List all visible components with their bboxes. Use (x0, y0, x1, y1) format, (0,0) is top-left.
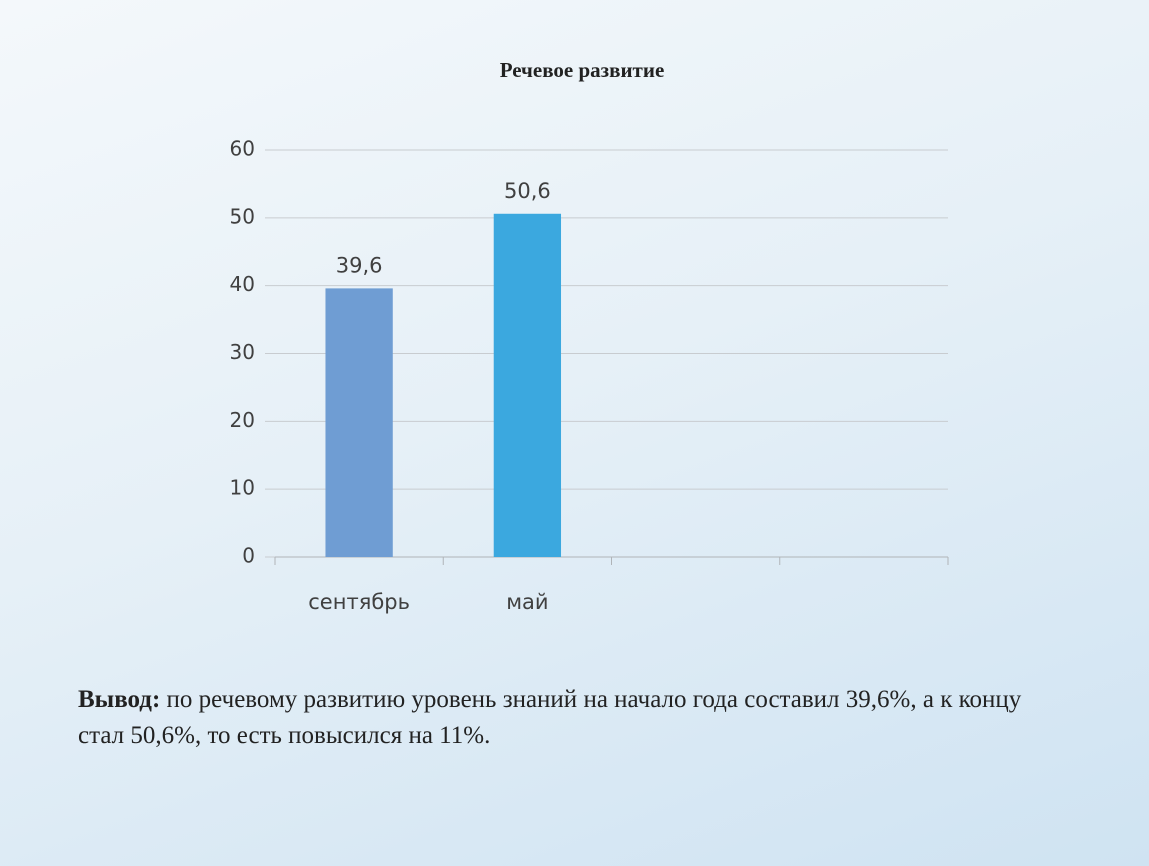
value-label: 39,6 (336, 253, 383, 277)
bar (493, 213, 562, 557)
y-tick-label: 50 (230, 204, 255, 228)
bar (325, 288, 393, 557)
chart: Речевое развитие 0 10 20 30 40 50 60 сентябрь 39… (230, 58, 949, 614)
y-tick-label: 40 (230, 272, 255, 296)
y-tick-label: 0 (242, 544, 255, 568)
conclusion: Вывод: по речевому развитию уровень знан… (78, 682, 1068, 754)
conclusion-text: по речевому развитию уровень знаний на н… (78, 686, 1022, 749)
y-tick-label: 30 (230, 340, 255, 364)
y-tick-label: 20 (230, 408, 255, 432)
x-tick-label: сентябрь (308, 590, 410, 614)
x-tick-label: май (506, 590, 548, 614)
conclusion-label: Вывод: (78, 686, 161, 713)
value-label: 50,6 (504, 179, 551, 203)
y-tick-label: 60 (230, 137, 255, 161)
chart-title: Речевое развитие (500, 58, 665, 82)
y-tick-label: 10 (230, 476, 255, 500)
